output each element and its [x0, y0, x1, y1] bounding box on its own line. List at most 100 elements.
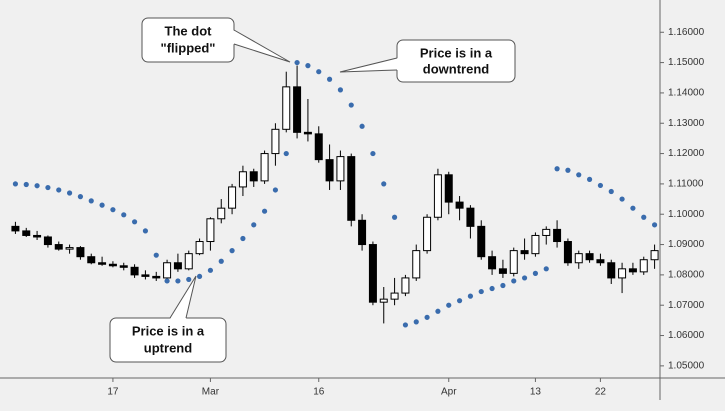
y-tick-label: 1.12000: [668, 148, 705, 159]
candle-body: [271, 128, 280, 155]
sar-dot: [586, 176, 593, 182]
candle-body: [260, 153, 269, 182]
candle-body: [119, 265, 128, 268]
sar-dot: [251, 222, 257, 228]
sar-dot: [532, 270, 539, 276]
sar-dot: [229, 248, 235, 254]
y-tick-label: 1.09000: [668, 239, 705, 250]
candle-body: [358, 219, 367, 246]
sar-dot: [608, 188, 614, 195]
candle-body: [650, 250, 659, 261]
x-tick-label: 13: [530, 387, 542, 398]
candle-body: [553, 228, 562, 243]
candle-body: [282, 86, 291, 130]
candle-body: [98, 262, 107, 265]
sar-dot: [218, 258, 224, 264]
candle-body: [11, 225, 20, 232]
plot-area: 1.05000 1.06000 1.07000 1.08000 1.09000 1.100…: [11, 27, 705, 398]
candle-body: [347, 156, 356, 221]
candle-body: [531, 234, 540, 255]
callout-pointer-edge: [169, 275, 197, 319]
sar-dot: [413, 319, 419, 325]
sar-dot: [186, 276, 192, 283]
candle-body: [477, 225, 486, 258]
sar-dot: [565, 167, 571, 173]
sar-dot: [175, 278, 181, 284]
sar-dot: [381, 181, 387, 187]
sar-dot: [12, 181, 19, 187]
sar-dot: [196, 273, 203, 280]
y-tick-label: 1.06000: [668, 330, 705, 341]
sar-dot: [294, 59, 300, 66]
candle-body: [141, 274, 150, 277]
candle-body: [217, 207, 226, 220]
candle-body: [607, 262, 616, 279]
candle-body: [618, 268, 627, 279]
sar-dot: [630, 205, 636, 211]
candle-body: [379, 298, 388, 303]
sar-dot: [66, 190, 73, 196]
candle-body: [498, 268, 507, 274]
callout: The dot "flipped": [141, 17, 291, 63]
sar-dot: [99, 202, 105, 208]
callout-text: "flipped": [161, 40, 216, 55]
candle-body: [87, 256, 96, 264]
y-tick-label: 1.10000: [668, 209, 705, 220]
callout-text: uptrend: [144, 340, 192, 355]
y-tick-label: 1.15000: [668, 57, 705, 68]
candle-body: [314, 133, 323, 161]
sar-dot: [337, 87, 344, 93]
x-tick-label: 22: [595, 387, 607, 398]
callout-text: downtrend: [423, 61, 489, 76]
candle-body: [423, 216, 432, 252]
candle-body: [249, 171, 258, 182]
candle-body: [163, 262, 172, 279]
y-tick-label: 1.14000: [668, 88, 705, 99]
sar-dot: [283, 150, 289, 157]
candle-body: [488, 256, 497, 270]
x-tick-label: Apr: [441, 387, 457, 398]
sar-dot: [489, 285, 495, 292]
sar-dot: [153, 252, 159, 258]
sar-dot: [88, 198, 94, 204]
candle-body: [184, 253, 193, 270]
candle-body: [596, 259, 605, 264]
candle-body: [76, 247, 85, 258]
callout-text: The dot: [165, 23, 213, 38]
candle-body: [542, 228, 551, 236]
candle-body: [54, 244, 63, 250]
sar-dot: [240, 235, 246, 242]
sar-dot: [34, 183, 40, 189]
candle-body: [585, 253, 594, 261]
candle-body: [43, 236, 52, 246]
sar-dot: [424, 314, 430, 320]
candle-body: [325, 159, 334, 182]
y-tick-label: 1.13000: [668, 118, 705, 129]
sar-dot: [554, 166, 560, 172]
sar-dot: [619, 196, 625, 202]
x-tick-label: 16: [313, 387, 325, 398]
candle-body: [466, 207, 475, 227]
sar-dot: [359, 123, 365, 129]
candle-body: [228, 186, 237, 209]
sar-dot: [261, 208, 268, 214]
y-tick-label: 1.16000: [668, 27, 705, 38]
y-tick-label: 1.05000: [668, 361, 705, 372]
sar-dot: [597, 182, 604, 189]
sar-dot: [56, 187, 62, 193]
callout-pointer-edge: [233, 29, 291, 63]
sar-dot: [316, 69, 322, 75]
sar-dot: [402, 322, 409, 328]
sar-dot: [121, 212, 127, 218]
callout: Price is in a downtrend: [339, 39, 516, 83]
sar-dot: [207, 267, 214, 273]
callout-box: [109, 317, 227, 363]
x-tick-label: 17: [107, 387, 119, 398]
candle-body: [108, 263, 117, 267]
sar-dot: [651, 222, 658, 228]
sar-dot: [456, 298, 463, 304]
candle-body: [22, 230, 31, 236]
candle-body: [509, 250, 518, 274]
callout-pointer-edge: [339, 57, 398, 73]
